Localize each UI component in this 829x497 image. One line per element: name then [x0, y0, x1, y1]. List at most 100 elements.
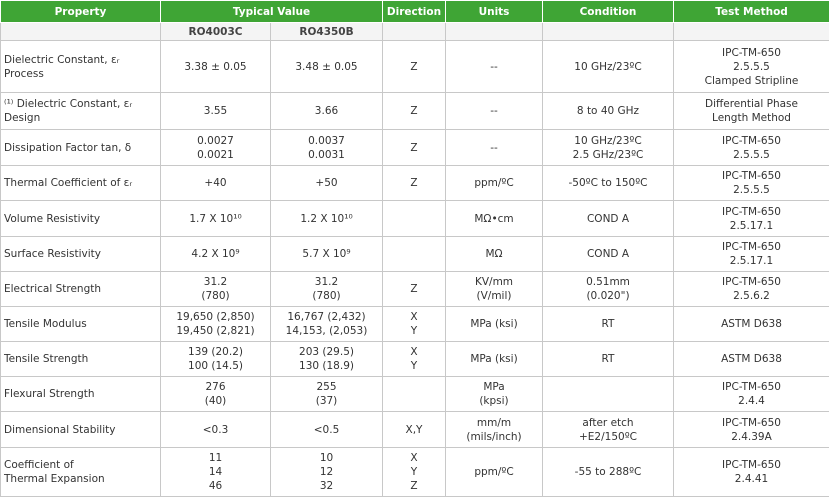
value-cell: MΩ — [446, 237, 543, 272]
header-cell: Test Method — [674, 1, 829, 23]
value-cell: 139 (20.2) 100 (14.5) — [161, 342, 271, 377]
value-cell: 1.7 X 10¹⁰ — [161, 201, 271, 237]
header-cell: Condition — [543, 1, 674, 23]
header-cell: Direction — [383, 1, 446, 23]
empty-cell — [543, 23, 674, 41]
value-cell: -50ºC to 150ºC — [543, 166, 674, 201]
value-cell: 5.7 X 10⁹ — [271, 237, 383, 272]
value-cell: -- — [446, 130, 543, 166]
property-cell: Dielectric Constant, εᵣ Process — [1, 41, 161, 93]
value-cell: <0.5 — [271, 412, 383, 448]
value-cell: 3.55 — [161, 93, 271, 130]
value-cell: <0.3 — [161, 412, 271, 448]
header-row: Property Typical Value Direction Units C… — [1, 1, 829, 23]
subheader-cell: RO4350B — [271, 23, 383, 41]
value-cell: Z — [383, 93, 446, 130]
value-cell: 19,650 (2,850) 19,450 (2,821) — [161, 307, 271, 342]
header-cell: Units — [446, 1, 543, 23]
value-cell: IPC-TM-650 2.5.5.5 — [674, 166, 829, 201]
value-cell: 1.2 X 10¹⁰ — [271, 201, 383, 237]
value-cell: IPC-TM-650 2.4.4 — [674, 377, 829, 412]
value-cell: 203 (29.5) 130 (18.9) — [271, 342, 383, 377]
value-cell: 4.2 X 10⁹ — [161, 237, 271, 272]
value-cell: MΩ•cm — [446, 201, 543, 237]
header-cell: Property — [1, 1, 161, 23]
subheader-row: RO4003C RO4350B — [1, 23, 829, 41]
value-cell: 10 GHz/23ºC 2.5 GHz/23ºC — [543, 130, 674, 166]
property-cell: Coefficient of Thermal Expansion — [1, 448, 161, 497]
value-cell: X Y — [383, 342, 446, 377]
value-cell: -- — [446, 93, 543, 130]
value-cell — [543, 377, 674, 412]
value-cell: +40 — [161, 166, 271, 201]
property-cell: Tensile Modulus — [1, 307, 161, 342]
value-cell: Z — [383, 166, 446, 201]
value-cell: Z — [383, 130, 446, 166]
value-cell: mm/m (mils/inch) — [446, 412, 543, 448]
value-cell: ppm/ºC — [446, 448, 543, 497]
value-cell: ASTM D638 — [674, 307, 829, 342]
value-cell: X Y — [383, 307, 446, 342]
value-cell: COND A — [543, 237, 674, 272]
value-cell: MPa (kpsi) — [446, 377, 543, 412]
property-cell: Surface Resistivity — [1, 237, 161, 272]
value-cell: 3.48 ± 0.05 — [271, 41, 383, 93]
value-cell: 16,767 (2,432) 14,153, (2,053) — [271, 307, 383, 342]
value-cell: MPa (ksi) — [446, 342, 543, 377]
value-cell: RT — [543, 342, 674, 377]
value-cell: IPC-TM-650 2.4.39A — [674, 412, 829, 448]
property-cell: Dissipation Factor tan, δ — [1, 130, 161, 166]
empty-cell — [383, 23, 446, 41]
value-cell — [383, 377, 446, 412]
value-cell: 31.2 (780) — [271, 272, 383, 307]
value-cell: 0.51mm (0.020") — [543, 272, 674, 307]
property-cell: Thermal Coefficient of εᵣ — [1, 166, 161, 201]
value-cell: KV/mm (V/mil) — [446, 272, 543, 307]
value-cell: -- — [446, 41, 543, 93]
property-cell: Flexural Strength — [1, 377, 161, 412]
value-cell: 276 (40) — [161, 377, 271, 412]
value-cell: IPC-TM-650 2.5.5.5 — [674, 130, 829, 166]
value-cell: RT — [543, 307, 674, 342]
value-cell: X Y Z — [383, 448, 446, 497]
property-cell: ⁽¹⁾ Dielectric Constant, εᵣ Design — [1, 93, 161, 130]
value-cell: X,Y — [383, 412, 446, 448]
subheader-cell: RO4003C — [161, 23, 271, 41]
value-cell: Z — [383, 41, 446, 93]
value-cell: 0.0037 0.0031 — [271, 130, 383, 166]
value-cell: Z — [383, 272, 446, 307]
value-cell: IPC-TM-650 2.5.6.2 — [674, 272, 829, 307]
value-cell: 0.0027 0.0021 — [161, 130, 271, 166]
value-cell: 11 14 46 — [161, 448, 271, 497]
header-cell: Typical Value — [161, 1, 383, 23]
value-cell: IPC-TM-650 2.5.5.5 Clamped Stripline — [674, 41, 829, 93]
property-cell: Volume Resistivity — [1, 201, 161, 237]
value-cell: MPa (ksi) — [446, 307, 543, 342]
value-cell: 3.38 ± 0.05 — [161, 41, 271, 93]
value-cell: 8 to 40 GHz — [543, 93, 674, 130]
value-cell: ASTM D638 — [674, 342, 829, 377]
value-cell: Differential Phase Length Method — [674, 93, 829, 130]
property-cell: Tensile Strength — [1, 342, 161, 377]
value-cell: after etch +E2/150ºC — [543, 412, 674, 448]
value-cell: 255 (37) — [271, 377, 383, 412]
value-cell: -55 to 288ºC — [543, 448, 674, 497]
property-cell: Dimensional Stability — [1, 412, 161, 448]
value-cell: 31.2 (780) — [161, 272, 271, 307]
value-cell: +50 — [271, 166, 383, 201]
property-cell: Electrical Strength — [1, 272, 161, 307]
value-cell: IPC-TM-650 2.5.17.1 — [674, 201, 829, 237]
value-cell: IPC-TM-650 2.4.41 — [674, 448, 829, 497]
